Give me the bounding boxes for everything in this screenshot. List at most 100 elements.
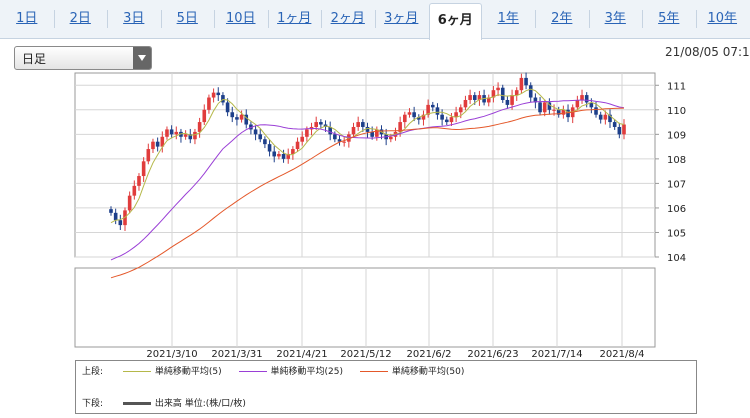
- candle-down: [538, 102, 542, 113]
- tab-13[interactable]: 5年: [658, 11, 680, 26]
- candle-up: [491, 90, 496, 98]
- tab-11[interactable]: 2年: [551, 11, 573, 26]
- candle-up: [449, 117, 454, 123]
- candle-down: [361, 122, 365, 127]
- candle-up: [622, 124, 626, 135]
- candle-up: [183, 134, 188, 137]
- candle-down: [333, 134, 337, 140]
- candle-down: [169, 129, 174, 135]
- x-tick-label: 2021/5/12: [340, 349, 391, 360]
- candle-down: [440, 114, 444, 120]
- candle-up: [207, 97, 211, 110]
- candle-up: [165, 129, 169, 137]
- candle-up: [603, 114, 608, 120]
- candle-up: [127, 195, 132, 211]
- tab-separator: [107, 10, 108, 28]
- x-tick-label: 2021/3/10: [146, 349, 197, 360]
- candle-down: [263, 139, 267, 145]
- candle-down: [319, 122, 323, 125]
- tab-5[interactable]: 10日: [225, 11, 256, 26]
- tab-8[interactable]: 3ヶ月: [384, 11, 419, 26]
- legend-ma5: 単純移動平均(5): [122, 364, 222, 377]
- y-tick-label: 108: [667, 155, 686, 166]
- candle-up: [160, 136, 165, 147]
- ma50-line: [110, 107, 625, 279]
- x-tick-label: 2021/6/23: [467, 349, 518, 360]
- legend-volume: 出来高 単位:(株/口/枚): [122, 396, 246, 409]
- tab-separator: [374, 10, 376, 28]
- candle-up: [398, 122, 402, 132]
- candle-up: [463, 99, 468, 108]
- candle-up: [486, 97, 491, 103]
- tab-2[interactable]: 2日: [69, 11, 91, 26]
- candle-up: [277, 153, 281, 157]
- candle-up: [561, 109, 566, 115]
- candle-down: [216, 92, 221, 96]
- tab-7[interactable]: 2ヶ月: [330, 11, 365, 26]
- tab-4[interactable]: 5日: [176, 11, 198, 26]
- candle-down: [225, 102, 230, 113]
- tab-separator: [535, 10, 536, 28]
- candle-up: [174, 131, 179, 135]
- candle-period-value: 日足: [22, 52, 47, 66]
- candle-period-select[interactable]: 日足: [14, 46, 152, 70]
- legend-ma25: 単純移動平均(25): [238, 364, 343, 377]
- tab-10[interactable]: 1年: [497, 11, 519, 26]
- ma5-line: [110, 88, 625, 224]
- candle-down: [337, 139, 342, 142]
- legend-volume-label: 出来高 単位:(株/口/枚): [154, 399, 246, 409]
- candle-down: [328, 126, 332, 135]
- candle-up: [291, 149, 295, 154]
- chart-legend: 上段: 単純移動平均(5) 単純移動平均(25) 単純移動平均(50) 下段: …: [75, 360, 697, 414]
- candle-down: [533, 97, 538, 103]
- candle-down: [598, 114, 603, 120]
- candle-down: [528, 85, 533, 98]
- candle-down: [235, 117, 239, 120]
- tab-14[interactable]: 10年: [707, 11, 738, 26]
- y-tick-label: 106: [667, 204, 686, 215]
- candle-up: [580, 95, 584, 100]
- candle-down: [584, 95, 589, 103]
- tab-6[interactable]: 1ヶ月: [277, 11, 312, 26]
- y-tick-label: 105: [667, 228, 686, 239]
- candle-down: [365, 126, 370, 132]
- tab-3[interactable]: 3日: [123, 11, 145, 26]
- candle-down: [155, 141, 160, 147]
- x-tick-label: 2021/4/21: [276, 349, 327, 360]
- volume-plot-frame: [74, 267, 656, 348]
- legend-ma50: 単純移動平均(50): [359, 364, 464, 377]
- candle-down: [188, 134, 193, 140]
- tab-separator: [321, 10, 322, 28]
- candle-up: [510, 95, 514, 105]
- candle-down: [612, 122, 617, 127]
- candle-up: [300, 136, 305, 142]
- candle-up: [468, 95, 472, 100]
- candle-down: [230, 112, 235, 118]
- candle-down: [258, 134, 263, 140]
- tab-9[interactable]: 6ヶ月: [429, 3, 482, 40]
- candle-up: [342, 141, 346, 143]
- candle-up: [514, 90, 519, 96]
- candle-down: [417, 117, 421, 120]
- tab-1[interactable]: 1日: [16, 11, 38, 26]
- candle-up: [151, 141, 155, 150]
- period-tab-bar: 1日 2日 3日 5日 10日 1ヶ月 2ヶ月 3ヶ月 6ヶ月 1年 2年 3年 5年 10年: [0, 0, 750, 40]
- candle-down: [412, 112, 416, 118]
- tab-12[interactable]: 3年: [604, 11, 626, 26]
- candle-up: [403, 114, 407, 123]
- legend-upper-row: 上段: 単純移動平均(5) 単純移動平均(25) 単純移動平均(50): [82, 364, 478, 377]
- candle-up: [286, 153, 291, 159]
- legend-upper-label: 上段:: [82, 367, 104, 377]
- candle-down: [524, 77, 528, 86]
- tab-separator: [53, 10, 55, 28]
- candle-down: [253, 129, 258, 135]
- last-updated-timestamp: 21/08/05 07:10: [665, 45, 750, 59]
- candle-down: [589, 102, 594, 108]
- candle-up: [519, 77, 524, 91]
- candle-up: [239, 114, 244, 120]
- price-chart: 104 105 106 107 108 109 110 111 2021/3/10 2021/3/…: [74, 72, 686, 360]
- candle-down: [505, 99, 510, 105]
- candle-up: [421, 114, 426, 120]
- candle-down: [118, 220, 123, 226]
- candle-down: [435, 107, 440, 115]
